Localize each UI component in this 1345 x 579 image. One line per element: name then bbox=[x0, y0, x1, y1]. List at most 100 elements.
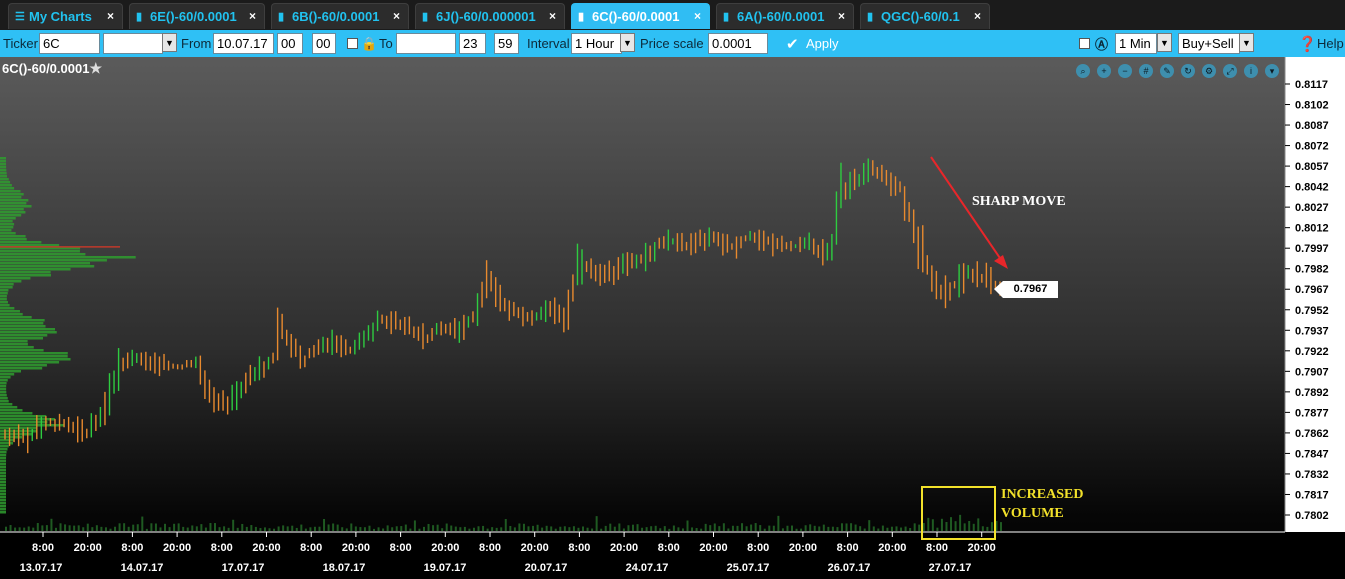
volume-profile-bar bbox=[0, 358, 71, 361]
volume-profile-bar bbox=[0, 454, 7, 457]
to-date-input[interactable] bbox=[396, 33, 456, 54]
volume-bar bbox=[659, 528, 662, 531]
volume-bar bbox=[900, 527, 903, 531]
timeframe-select[interactable]: 1 Min bbox=[1115, 33, 1157, 54]
volume-bar bbox=[363, 527, 366, 531]
volume-profile-bar bbox=[0, 205, 32, 208]
star-icon[interactable]: ★ bbox=[89, 60, 103, 76]
chart-canvas[interactable]: 0.8117 0.8102 0.8087 0.8072 0.8057 0.8042 0.80… bbox=[0, 57, 1345, 579]
close-icon[interactable]: × bbox=[693, 9, 701, 23]
close-icon[interactable]: × bbox=[392, 9, 400, 23]
volume-bar bbox=[945, 521, 948, 531]
zoom-fit-icon[interactable]: ⌕ bbox=[1076, 64, 1090, 78]
close-icon[interactable]: × bbox=[248, 9, 256, 23]
volume-profile-bar bbox=[0, 196, 22, 199]
from-date-input[interactable]: 10.07.17 bbox=[213, 33, 274, 54]
volume-bar bbox=[550, 526, 553, 531]
x-tick-label: 8:00 bbox=[300, 542, 322, 554]
volume-bar bbox=[182, 526, 185, 531]
volume-profile-bar bbox=[0, 265, 95, 268]
volume-bar bbox=[586, 527, 589, 531]
to-minute-input[interactable]: 59 bbox=[494, 33, 519, 54]
chevron-down-icon[interactable]: ▼ bbox=[1239, 33, 1254, 52]
x-tick-label: 8:00 bbox=[837, 542, 859, 554]
volume-bar bbox=[91, 527, 94, 531]
volume-bar bbox=[486, 528, 489, 531]
volume-bar bbox=[168, 527, 171, 531]
to-hour-input[interactable]: 23 bbox=[459, 33, 486, 54]
volume-bar bbox=[391, 527, 394, 531]
tab-6c[interactable]: ▮ 6C()-60/0.0001 × bbox=[571, 3, 710, 29]
tab-label: 6A()-60/0.0001 bbox=[737, 9, 825, 24]
volume-bar bbox=[114, 526, 117, 531]
from-minute-input[interactable]: 00 bbox=[312, 33, 336, 54]
volume-bar bbox=[468, 528, 471, 531]
ticker-label: Ticker bbox=[3, 36, 38, 51]
volume-profile-bar bbox=[0, 349, 44, 352]
settings-icon[interactable]: ⚙ bbox=[1202, 64, 1216, 78]
tab-6j[interactable]: ▮ 6J()-60/0.000001 × bbox=[415, 3, 565, 29]
ticker-input[interactable]: 6C bbox=[39, 33, 100, 54]
draw-icon[interactable]: ✎ bbox=[1160, 64, 1174, 78]
chevron-down-icon[interactable]: ▾ bbox=[1265, 64, 1279, 78]
option-checkbox[interactable] bbox=[1079, 38, 1090, 49]
volume-bar bbox=[427, 523, 430, 531]
x-tick-label: 20:00 bbox=[789, 542, 817, 554]
help-icon[interactable]: ❓ bbox=[1298, 35, 1317, 53]
volume-profile-bar bbox=[0, 274, 51, 277]
to-checkbox[interactable] bbox=[347, 38, 358, 49]
volume-bar bbox=[572, 526, 575, 531]
chevron-down-icon[interactable]: ▼ bbox=[1157, 33, 1172, 52]
tab-6b[interactable]: ▮ 6B()-60/0.0001 × bbox=[271, 3, 409, 29]
apply-button[interactable]: Apply bbox=[806, 36, 839, 51]
chevron-down-icon[interactable]: ▼ bbox=[162, 33, 177, 52]
close-icon[interactable]: × bbox=[973, 9, 981, 23]
auto-icon[interactable]: Ⓐ bbox=[1095, 37, 1109, 52]
apply-icon[interactable]: ✔ bbox=[786, 35, 799, 53]
help-button[interactable]: Help bbox=[1317, 36, 1344, 51]
volume-bar bbox=[822, 524, 825, 531]
tab-6e[interactable]: ▮ 6E()-60/0.0001 × bbox=[129, 3, 265, 29]
tab-label: 6E()-60/0.0001 bbox=[150, 9, 237, 24]
volume-profile-bar bbox=[0, 367, 43, 370]
volume-profile-bar bbox=[0, 259, 107, 262]
from-hour-input[interactable]: 00 bbox=[277, 33, 303, 54]
volume-bar bbox=[904, 526, 907, 531]
info-icon[interactable]: i bbox=[1244, 64, 1258, 78]
volume-profile-bar bbox=[0, 340, 28, 343]
maximize-icon[interactable]: ⤢ bbox=[1223, 64, 1237, 78]
price-scale-input[interactable]: 0.0001 bbox=[708, 33, 768, 54]
tab-my-charts[interactable]: ☰ My Charts × bbox=[8, 3, 123, 29]
interval-select[interactable]: 1 Hour bbox=[571, 33, 622, 54]
y-tick-label: 0.8117 bbox=[1295, 79, 1328, 91]
volume-bar bbox=[345, 528, 348, 531]
tab-6a[interactable]: ▮ 6A()-60/0.0001 × bbox=[716, 3, 854, 29]
volume-bar bbox=[318, 526, 321, 531]
volume-bar bbox=[768, 525, 771, 531]
chevron-down-icon[interactable]: ▼ bbox=[620, 33, 635, 52]
volume-profile-bar bbox=[0, 316, 32, 319]
volume-bar bbox=[545, 525, 548, 531]
y-tick-label: 0.7892 bbox=[1295, 387, 1329, 399]
side-select[interactable]: Buy+Sell bbox=[1178, 33, 1240, 54]
volume-profile-bar bbox=[0, 355, 68, 358]
zoom-in-icon[interactable]: + bbox=[1097, 64, 1111, 78]
close-icon[interactable]: × bbox=[837, 9, 845, 23]
volume-bar bbox=[522, 523, 525, 531]
price-chart[interactable]: 0.8117 0.8102 0.8087 0.8072 0.8057 0.8042 0.80… bbox=[0, 57, 1345, 579]
volume-bar bbox=[409, 528, 412, 531]
volume-bar bbox=[736, 525, 739, 531]
close-icon[interactable]: × bbox=[106, 9, 114, 23]
volume-bar bbox=[204, 527, 207, 531]
volume-bar bbox=[959, 514, 962, 531]
volume-bar bbox=[23, 527, 26, 531]
close-icon[interactable]: × bbox=[548, 9, 556, 23]
contract-select[interactable] bbox=[103, 33, 163, 54]
grid-icon[interactable]: # bbox=[1139, 64, 1153, 78]
volume-bar bbox=[86, 523, 89, 531]
volume-bar bbox=[704, 523, 707, 531]
tab-qgc[interactable]: ▮ QGC()-60/0.1 × bbox=[860, 3, 990, 29]
refresh-icon[interactable]: ↻ bbox=[1181, 64, 1195, 78]
volume-bar bbox=[804, 525, 807, 531]
zoom-out-icon[interactable]: − bbox=[1118, 64, 1132, 78]
